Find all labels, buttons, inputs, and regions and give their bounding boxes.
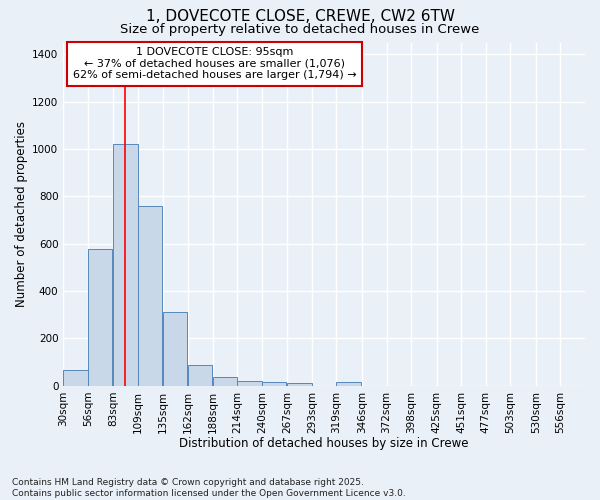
X-axis label: Distribution of detached houses by size in Crewe: Distribution of detached houses by size … (179, 437, 469, 450)
Bar (163, 312, 187, 386)
Bar (138, 206, 162, 386)
Bar (287, 383, 311, 386)
Bar (337, 382, 361, 386)
Bar (63, 370, 88, 386)
Bar (212, 377, 237, 386)
Y-axis label: Number of detached properties: Number of detached properties (15, 121, 28, 307)
Text: 1 DOVECOTE CLOSE: 95sqm
← 37% of detached houses are smaller (1,076)
62% of semi: 1 DOVECOTE CLOSE: 95sqm ← 37% of detache… (73, 47, 356, 80)
Bar (188, 365, 212, 386)
Bar (262, 382, 286, 386)
Text: Contains HM Land Registry data © Crown copyright and database right 2025.
Contai: Contains HM Land Registry data © Crown c… (12, 478, 406, 498)
Text: 1, DOVECOTE CLOSE, CREWE, CW2 6TW: 1, DOVECOTE CLOSE, CREWE, CW2 6TW (146, 9, 455, 24)
Bar (88, 248, 112, 386)
Text: Size of property relative to detached houses in Crewe: Size of property relative to detached ho… (121, 22, 479, 36)
Bar (113, 144, 137, 386)
Bar (237, 380, 262, 386)
